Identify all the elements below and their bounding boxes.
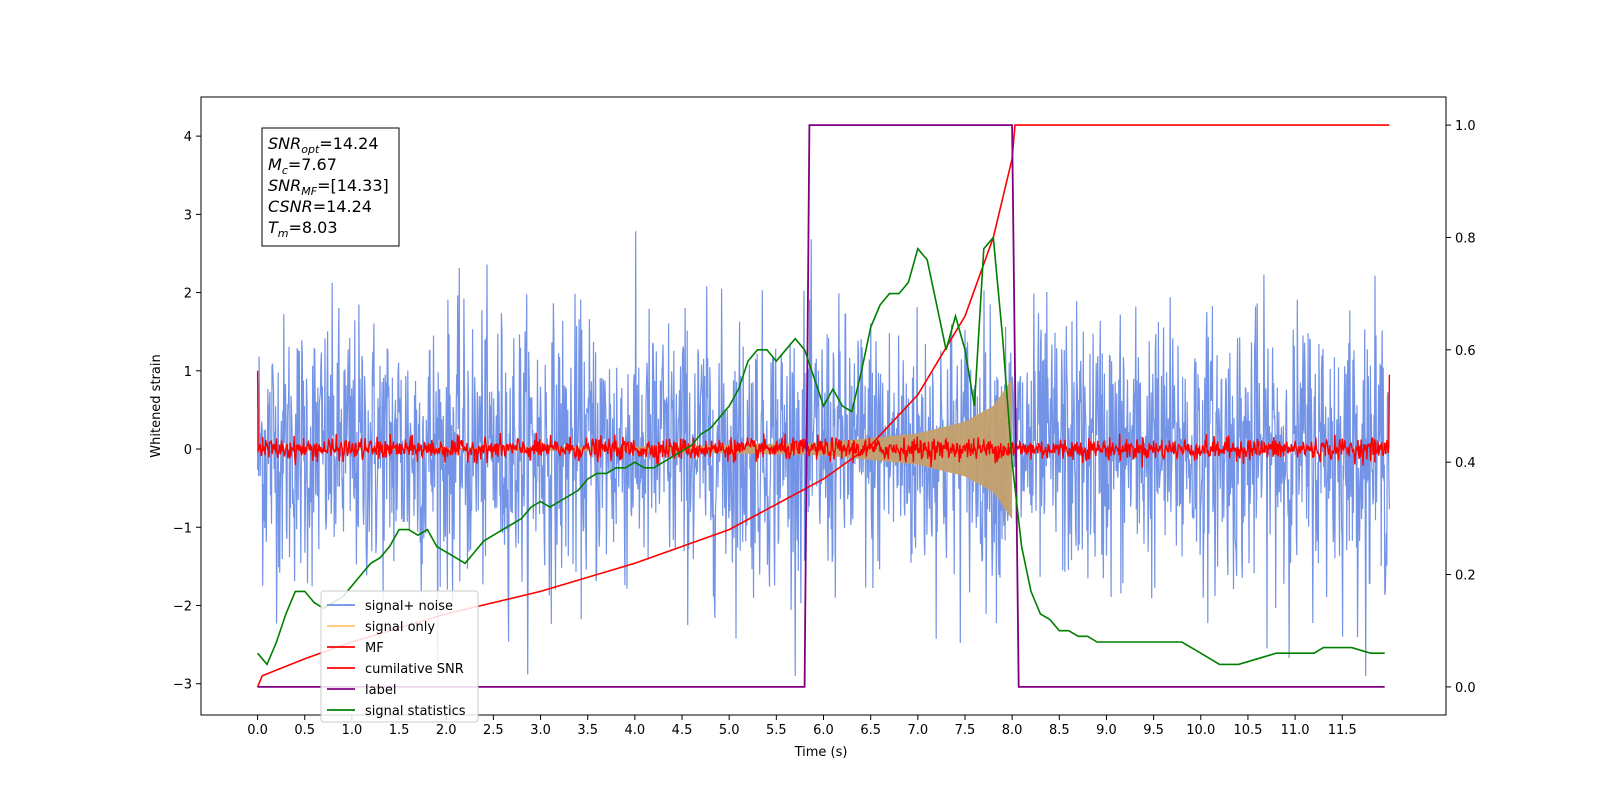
y-tick-label: 0 — [184, 443, 192, 458]
annotation-line: SNRMF=[14.33] — [268, 176, 389, 198]
x-tick-label: 3.5 — [577, 723, 598, 738]
y-tick-label: 2 — [184, 287, 192, 302]
x-tick-label: 8.5 — [1049, 723, 1070, 738]
series-signal-statistics — [256, 235, 1385, 666]
series-signal-noise — [257, 231, 1390, 676]
legend-label: signal only — [365, 620, 435, 635]
y-axis-left: −3 −2 −1 0 1 2 3 4 — [173, 130, 201, 693]
x-tick-label: 7.5 — [955, 723, 976, 738]
legend-label: MF — [365, 641, 384, 656]
x-tick-label: 1.5 — [389, 723, 410, 738]
legend-label: label — [365, 683, 396, 698]
legend-label: cumilative SNR — [365, 662, 464, 677]
y-axis-label: Whitened strain — [149, 354, 164, 457]
y2-tick-label: 1.0 — [1455, 119, 1476, 134]
y2-tick-label: 0.0 — [1455, 681, 1476, 696]
y-tick-label: 4 — [184, 130, 192, 145]
annotation-line: Mc=7.67 — [268, 155, 337, 177]
x-tick-label: 3.0 — [530, 723, 551, 738]
y-axis-right: 0.0 0.2 0.4 0.6 0.8 1.0 — [1446, 119, 1476, 696]
annotation-line: SNRopt=14.24 — [268, 134, 379, 156]
series-label — [257, 124, 1385, 688]
y2-tick-label: 0.2 — [1455, 569, 1476, 584]
x-tick-label: 11.5 — [1328, 723, 1357, 738]
x-tick-label: 5.0 — [719, 723, 740, 738]
annotation-line: Tm=8.03 — [268, 218, 338, 240]
x-tick-label: 6.5 — [860, 723, 881, 738]
y-tick-label: 3 — [184, 208, 192, 223]
legend: signal+ noise signal only MF cumilative SNR… — [320, 590, 479, 723]
series-mf — [256, 370, 1391, 468]
y2-tick-label: 0.6 — [1455, 344, 1476, 359]
x-tick-label: 10.0 — [1186, 723, 1215, 738]
annotation-frame — [261, 127, 400, 247]
x-tick-label: 7.0 — [907, 723, 928, 738]
x-tick-label: 4.0 — [625, 723, 646, 738]
annotation-line: CSNR=14.24 — [268, 197, 372, 216]
legend-label: signal+ noise — [365, 599, 453, 614]
y-tick-label: −2 — [173, 599, 192, 614]
x-tick-label: 1.0 — [342, 723, 363, 738]
annotation-box: SNRopt=14.24Mc=7.67SNRMF=[14.33]CSNR=14.… — [261, 127, 400, 247]
legend-frame — [320, 590, 479, 723]
y-tick-label: −3 — [173, 678, 192, 693]
y-tick-label: −1 — [173, 521, 192, 536]
x-tick-label: 5.5 — [766, 723, 787, 738]
y2-tick-label: 0.8 — [1455, 231, 1476, 246]
x-tick-label: 9.5 — [1143, 723, 1164, 738]
x-tick-label: 0.5 — [294, 723, 315, 738]
x-tick-label: 8.0 — [1002, 723, 1023, 738]
x-axis: 0.0 0.5 1.0 1.5 2.0 2.5 3.0 3.5 4.0 4.5 5.0 5.5 6.0 6… — [247, 715, 1357, 738]
y2-tick-label: 0.4 — [1455, 456, 1476, 471]
y-tick-label: 1 — [184, 365, 192, 380]
x-tick-label: 10.5 — [1233, 723, 1262, 738]
x-tick-label: 0.0 — [247, 723, 268, 738]
x-tick-label: 11.0 — [1281, 723, 1310, 738]
x-tick-label: 2.5 — [483, 723, 504, 738]
legend-label: signal statistics — [365, 704, 466, 719]
x-tick-label: 2.0 — [436, 723, 457, 738]
x-tick-label: 6.0 — [813, 723, 834, 738]
x-axis-label: Time (s) — [794, 745, 848, 760]
x-tick-label: 9.0 — [1096, 723, 1117, 738]
x-tick-label: 4.5 — [672, 723, 693, 738]
